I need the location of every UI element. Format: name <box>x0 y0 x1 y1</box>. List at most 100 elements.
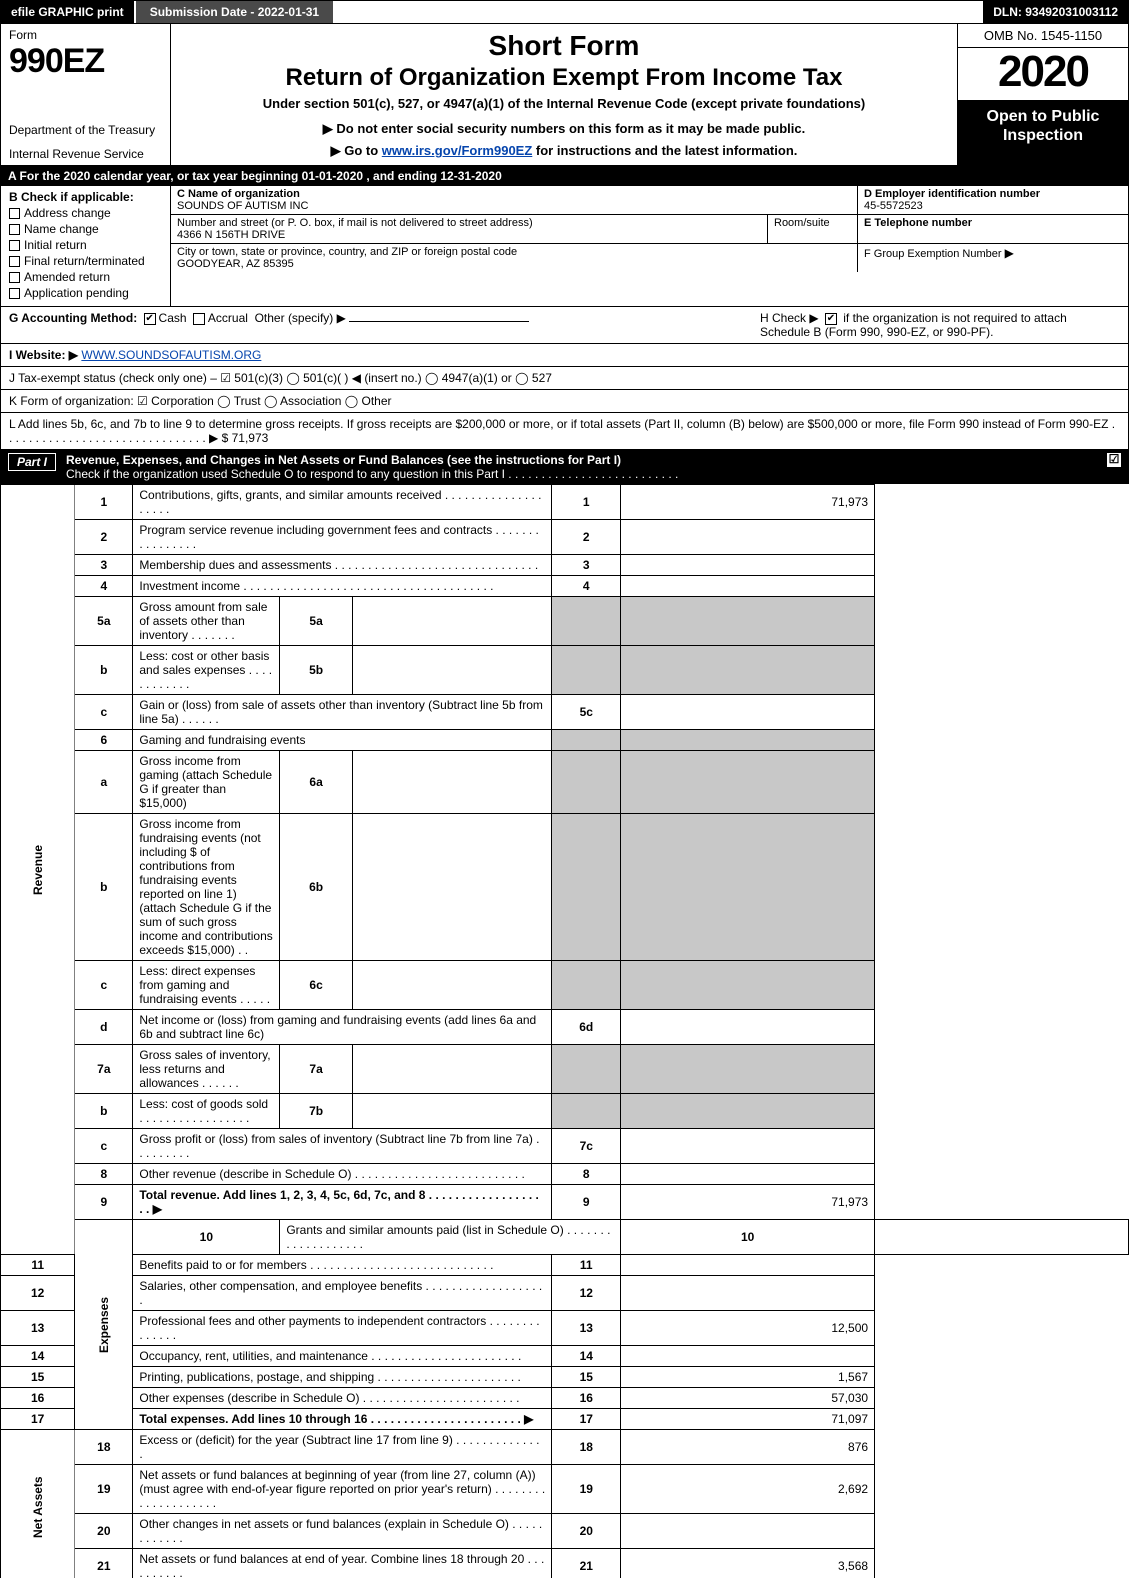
line-k: K Form of organization: ☑ Corporation ◯ … <box>0 390 1129 413</box>
table-row: 8 Other revenue (describe in Schedule O)… <box>1 1164 1129 1185</box>
identity-block: B Check if applicable: Address change Na… <box>0 186 1129 307</box>
table-row: 13Professional fees and other payments t… <box>1 1311 1129 1346</box>
website-link[interactable]: WWW.SOUNDSOFAUTISM.ORG <box>81 348 261 362</box>
table-row: Expenses 10 Grants and similar amounts p… <box>1 1220 1129 1255</box>
table-row: b Gross income from fundraising events (… <box>1 814 1129 961</box>
group-exemption-cell: F Group Exemption Number ▶ <box>858 244 1128 272</box>
spacer <box>335 1 983 23</box>
group-exemption-label: F Group Exemption Number <box>864 248 1002 260</box>
title-note-2: ▶ Go to www.irs.gov/Form990EZ for instru… <box>181 143 947 159</box>
table-row: c Gain or (loss) from sale of assets oth… <box>1 695 1129 730</box>
l-value: 71,973 <box>232 431 269 445</box>
chk-name-change[interactable]: Name change <box>9 222 162 236</box>
h-pre: H Check ▶ <box>760 311 819 325</box>
line-j: J Tax-exempt status (check only one) – ☑… <box>0 367 1129 390</box>
phone-cell: E Telephone number <box>858 215 1128 243</box>
table-row: 21Net assets or fund balances at end of … <box>1 1549 1129 1578</box>
row-amt: 71,973 <box>621 485 875 520</box>
table-row: 9 Total revenue. Add lines 1, 2, 3, 4, 5… <box>1 1185 1129 1220</box>
title-main: Return of Organization Exempt From Incom… <box>181 64 947 92</box>
l-text: L Add lines 5b, 6c, and 7b to line 9 to … <box>9 417 1115 445</box>
submission-date: Submission Date - 2022-01-31 <box>134 1 335 23</box>
table-row: a Gross income from gaming (attach Sched… <box>1 751 1129 814</box>
g-prefix: G Accounting Method: <box>9 311 137 325</box>
city-label: City or town, state or province, country… <box>177 246 851 258</box>
line-g: G Accounting Method: ✔Cash Accrual Other… <box>9 311 760 339</box>
section-b: B Check if applicable: Address change Na… <box>1 186 171 306</box>
note2-pre: ▶ Go to <box>331 143 382 158</box>
row-num: 1 <box>75 485 133 520</box>
table-row: 20Other changes in net assets or fund ba… <box>1 1514 1129 1549</box>
line-a: A For the 2020 calendar year, or tax yea… <box>0 166 1129 186</box>
chk-address-change[interactable]: Address change <box>9 206 162 220</box>
title-note-1: ▶ Do not enter social security numbers o… <box>181 121 947 137</box>
line-h: H Check ▶ ✔ if the organization is not r… <box>760 311 1120 339</box>
inspection-label: Open to Public Inspection <box>958 101 1128 165</box>
room-label: Room/suite <box>774 217 851 229</box>
table-row: 17Total expenses. Add lines 10 through 1… <box>1 1409 1129 1430</box>
table-row: 7a Gross sales of inventory, less return… <box>1 1045 1129 1094</box>
chk-initial-return[interactable]: Initial return <box>9 238 162 252</box>
chk-accrual[interactable] <box>193 313 205 325</box>
table-row: d Net income or (loss) from gaming and f… <box>1 1010 1129 1045</box>
g-other: Other (specify) ▶ <box>255 311 346 325</box>
dln-label: DLN: 93492031003112 <box>983 1 1128 23</box>
street-value: 4366 N 156TH DRIVE <box>177 229 761 241</box>
title-short: Short Form <box>181 30 947 62</box>
title-sub: Under section 501(c), 527, or 4947(a)(1)… <box>181 96 947 111</box>
chk-final-return[interactable]: Final return/terminated <box>9 254 162 268</box>
org-name-cell: C Name of organization SOUNDS OF AUTISM … <box>171 186 858 214</box>
top-bar: efile GRAPHIC print Submission Date - 20… <box>0 0 1129 24</box>
row-col: 1 <box>552 485 621 520</box>
form-meta-block: OMB No. 1545-1150 2020 Open to Public In… <box>958 24 1128 165</box>
form-code: 990EZ <box>9 42 162 81</box>
phone-label: E Telephone number <box>864 217 1122 229</box>
table-row: 14Occupancy, rent, utilities, and mainte… <box>1 1346 1129 1367</box>
part-1-table: Revenue 1 Contributions, gifts, grants, … <box>0 484 1129 1578</box>
side-netassets: Net Assets <box>1 1430 75 1578</box>
chk-amended-return[interactable]: Amended return <box>9 270 162 284</box>
table-row: 5a Gross amount from sale of assets othe… <box>1 597 1129 646</box>
side-expenses: Expenses <box>75 1220 133 1430</box>
table-row: b Less: cost or other basis and sales ex… <box>1 646 1129 695</box>
table-row: 11Benefits paid to or for members . . . … <box>1 1255 1129 1276</box>
chk-schedule-b[interactable]: ✔ <box>825 313 837 325</box>
arrow-icon: ▶ <box>1005 246 1014 260</box>
form-id-block: Form 990EZ Department of the Treasury In… <box>1 24 171 165</box>
dept-irs: Internal Revenue Service <box>9 147 162 161</box>
dept-treasury: Department of the Treasury <box>9 123 162 137</box>
table-row: Revenue 1 Contributions, gifts, grants, … <box>1 485 1129 520</box>
table-row: 19Net assets or fund balances at beginni… <box>1 1465 1129 1514</box>
table-row: 12Salaries, other compensation, and empl… <box>1 1276 1129 1311</box>
part-1-check[interactable]: ☑ <box>1107 453 1121 467</box>
part-1-title: Revenue, Expenses, and Changes in Net As… <box>66 453 1107 481</box>
form-header: Form 990EZ Department of the Treasury In… <box>0 24 1129 166</box>
ein-value: 45-5572523 <box>864 200 1122 212</box>
chk-application-pending[interactable]: Application pending <box>9 286 162 300</box>
table-row: c Less: direct expenses from gaming and … <box>1 961 1129 1010</box>
line-l: L Add lines 5b, 6c, and 7b to line 9 to … <box>0 413 1129 450</box>
org-name: SOUNDS OF AUTISM INC <box>177 200 851 212</box>
part-1-tag: Part I <box>8 453 56 471</box>
ein-label: D Employer identification number <box>864 188 1122 200</box>
omb-number: OMB No. 1545-1150 <box>958 24 1128 48</box>
ein-cell: D Employer identification number 45-5572… <box>858 186 1128 214</box>
org-name-label: C Name of organization <box>177 188 851 200</box>
chk-cash[interactable]: ✔ <box>144 313 156 325</box>
form-title-block: Short Form Return of Organization Exempt… <box>171 24 958 165</box>
part-1-header: Part I Revenue, Expenses, and Changes in… <box>0 450 1129 484</box>
irs-link[interactable]: www.irs.gov/Form990EZ <box>382 143 533 158</box>
g-accrual: Accrual <box>208 311 248 325</box>
street-cell: Number and street (or P. O. box, if mail… <box>171 215 768 243</box>
table-row: 6 Gaming and fundraising events <box>1 730 1129 751</box>
city-value: GOODYEAR, AZ 85395 <box>177 258 851 270</box>
part-1-sub: Check if the organization used Schedule … <box>66 467 678 481</box>
table-row: 4 Investment income . . . . . . . . . . … <box>1 576 1129 597</box>
line-i: I Website: ▶ WWW.SOUNDSOFAUTISM.ORG <box>0 344 1129 367</box>
form-label: Form <box>9 28 162 42</box>
table-row: Net Assets 18 Excess or (deficit) for th… <box>1 1430 1129 1465</box>
g-other-blank[interactable] <box>349 321 529 322</box>
side-revenue: Revenue <box>1 485 75 1255</box>
section-b-title: B Check if applicable: <box>9 190 162 204</box>
table-row: 15Printing, publications, postage, and s… <box>1 1367 1129 1388</box>
